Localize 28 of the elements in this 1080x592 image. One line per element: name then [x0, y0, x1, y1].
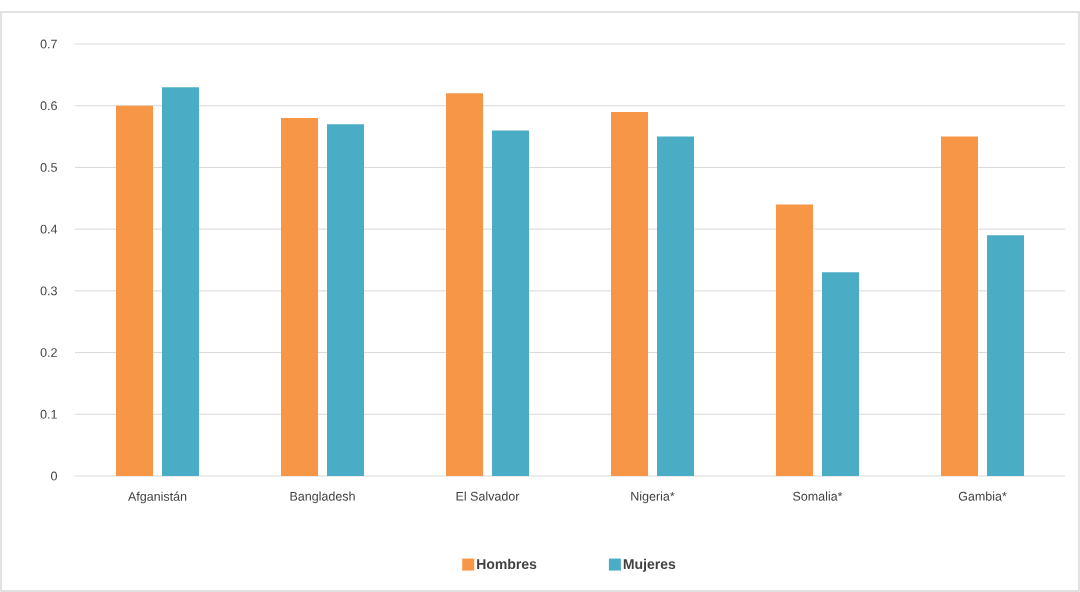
bar: [116, 105, 153, 476]
x-tick-label: Gambia*: [958, 491, 1007, 501]
y-tick-label: 0.6: [40, 101, 57, 111]
bar: [492, 130, 529, 476]
y-tick-label: 0.5: [40, 163, 57, 172]
x-tick-label: El Salvador: [456, 491, 520, 501]
bar: [281, 118, 318, 476]
y-tick-label: 0.4: [40, 224, 58, 234]
bar: [822, 272, 859, 476]
x-tick-label: Somalia*: [793, 491, 843, 501]
bar: [987, 235, 1024, 476]
bar: [657, 136, 694, 476]
bar: [611, 111, 648, 476]
y-tick-label: 0.3: [40, 286, 57, 296]
x-tick-label: Nigeria*: [631, 491, 675, 504]
y-tick-label: 0: [51, 471, 57, 481]
legend-label: Mujeres: [623, 558, 676, 572]
bar: [162, 87, 199, 476]
bar: [327, 124, 364, 476]
x-tick-label: Bangladesh: [290, 491, 355, 504]
y-tick-label: 0.7: [40, 39, 57, 49]
bar: [446, 93, 483, 476]
y-tick-label: 0.1: [40, 409, 57, 419]
bar: [941, 136, 978, 476]
bar: [776, 204, 813, 476]
legend-label: Hombres: [477, 558, 537, 570]
y-tick-label: 0.2: [40, 348, 57, 357]
x-tick-label: Afganistán: [128, 491, 187, 504]
